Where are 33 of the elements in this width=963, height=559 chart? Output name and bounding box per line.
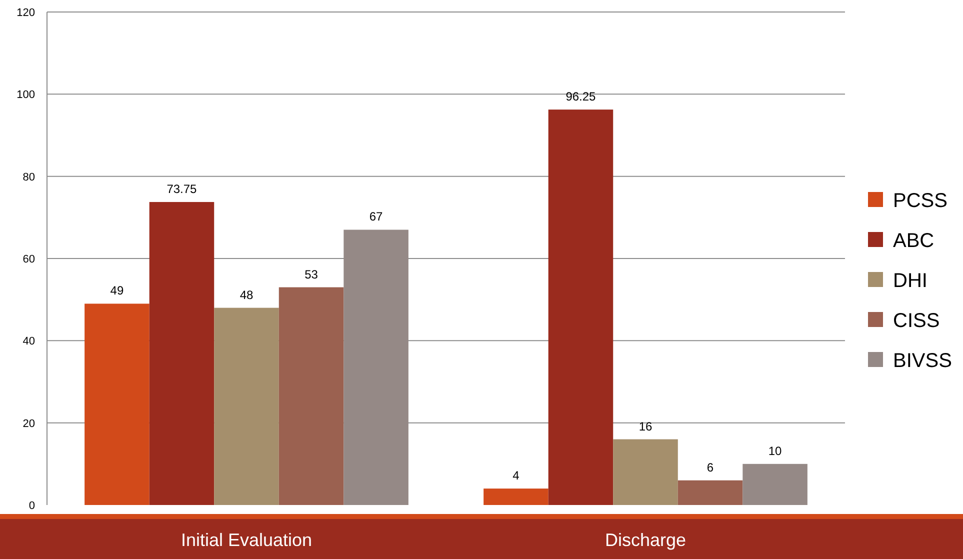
data-label: 4 <box>512 468 520 483</box>
y-tick-label: 80 <box>22 171 35 184</box>
bar <box>548 110 614 505</box>
legend-label: BIVSS <box>893 350 952 372</box>
y-tick-label: 0 <box>28 500 35 512</box>
bar <box>278 287 344 505</box>
x-tick-label: Initial Evaluation <box>180 530 312 550</box>
bar <box>484 488 548 505</box>
data-label: 67 <box>369 210 384 224</box>
x-tick-label: Discharge <box>604 530 686 550</box>
data-label: 10 <box>768 444 782 458</box>
bar <box>214 308 279 505</box>
data-label: 96.25 <box>566 90 596 104</box>
data-label: 16 <box>638 419 652 434</box>
data-label: 53 <box>304 267 318 282</box>
legend-label: PCSS <box>893 190 948 212</box>
bar <box>149 202 214 505</box>
y-tick-label: 120 <box>16 7 35 19</box>
data-label: 6 <box>706 460 714 474</box>
y-tick-label: 40 <box>22 336 35 348</box>
y-tick-label: 60 <box>22 254 35 266</box>
y-tick-label: 20 <box>22 418 35 430</box>
legend-label: DHI <box>893 270 928 292</box>
bar <box>742 464 808 505</box>
data-label: 49 <box>110 284 124 298</box>
y-tick-label: 100 <box>16 89 35 102</box>
legend-label: CISS <box>893 310 940 332</box>
data-label: 73.75 <box>166 182 198 196</box>
bar <box>678 480 743 505</box>
data-label: 48 <box>240 288 254 302</box>
bar <box>84 304 150 505</box>
legend-label: ABC <box>893 230 934 252</box>
bar <box>613 439 678 505</box>
